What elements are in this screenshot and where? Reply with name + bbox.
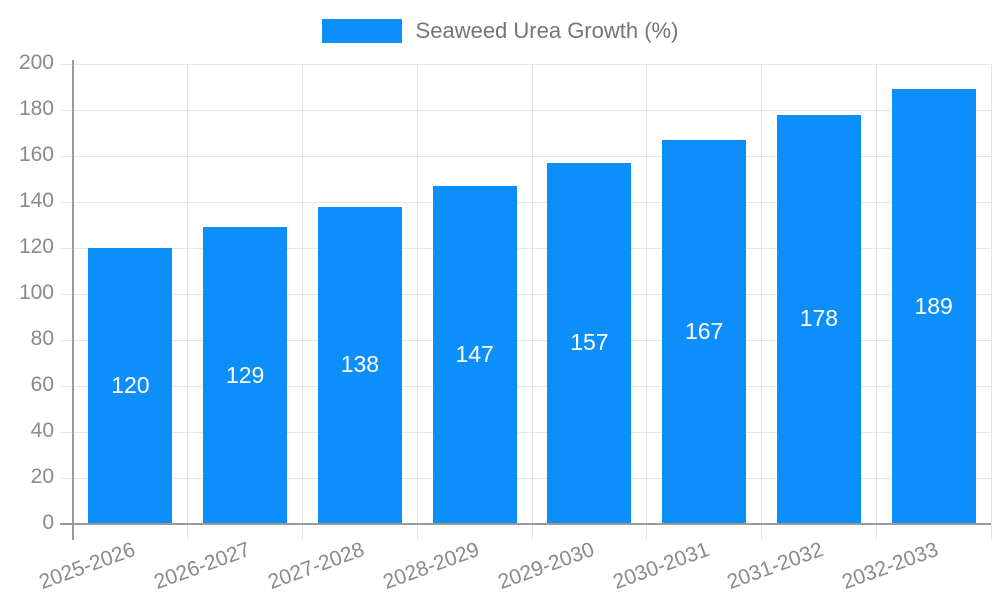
bar[interactable]	[317, 206, 402, 524]
y-gridline	[60, 109, 991, 111]
y-axis-tick-label: 160	[18, 143, 54, 166]
x-gridline	[531, 64, 533, 540]
bar[interactable]	[547, 162, 632, 524]
x-axis-tick-label: 2031-2032	[724, 538, 827, 594]
x-axis-tick-label: 2029-2030	[494, 538, 598, 594]
x-axis-tick-label: 2026-2027	[150, 538, 253, 594]
legend-swatch-icon	[321, 19, 402, 43]
x-gridline	[302, 64, 303, 540]
y-axis-tick-label: 100	[18, 281, 54, 304]
y-gridline	[60, 339, 991, 341]
x-gridline	[416, 64, 418, 540]
y-gridline	[60, 431, 991, 433]
y-gridline	[60, 63, 991, 65]
x-axis-tick-label: 2027-2028	[265, 538, 368, 594]
bar[interactable]	[432, 185, 517, 524]
y-axis-tick-label: 20	[30, 465, 54, 488]
x-gridline	[761, 64, 762, 540]
y-axis-tick-label: 40	[30, 419, 54, 442]
y-gridline	[60, 201, 991, 203]
legend-label: Seaweed Urea Growth (%)	[415, 18, 679, 43]
y-axis-tick-label: 80	[30, 327, 54, 350]
x-axis-tick-label: 2030-2031	[609, 538, 712, 594]
y-axis-tick-label: 120	[18, 235, 54, 258]
x-gridline	[187, 64, 189, 540]
y-gridline	[60, 155, 991, 157]
x-gridline	[990, 64, 992, 540]
x-axis-line	[60, 523, 991, 525]
y-axis-tick-label: 180	[18, 97, 54, 120]
y-gridline	[60, 293, 991, 295]
bar[interactable]	[203, 227, 288, 524]
legend[interactable]: Seaweed Urea Growth (%)	[0, 18, 1000, 44]
x-gridline	[646, 64, 648, 540]
bar[interactable]	[776, 114, 861, 524]
y-gridline	[60, 247, 991, 249]
y-gridline	[60, 385, 991, 387]
x-axis-tick-label: 2032-2033	[839, 538, 942, 594]
bar[interactable]	[662, 139, 747, 524]
y-gridline	[60, 477, 991, 479]
y-axis-tick-label: 0	[42, 511, 54, 534]
y-axis-line	[72, 60, 74, 540]
bar[interactable]	[88, 248, 173, 524]
y-axis-tick-label: 140	[18, 189, 54, 212]
bar[interactable]	[891, 89, 976, 524]
x-axis-tick-label: 2028-2029	[380, 538, 483, 594]
x-axis-tick-label: 2025-2026	[35, 538, 139, 594]
x-gridline	[875, 64, 877, 540]
y-axis-tick-label: 200	[18, 51, 54, 74]
y-axis-tick-label: 60	[30, 373, 54, 396]
